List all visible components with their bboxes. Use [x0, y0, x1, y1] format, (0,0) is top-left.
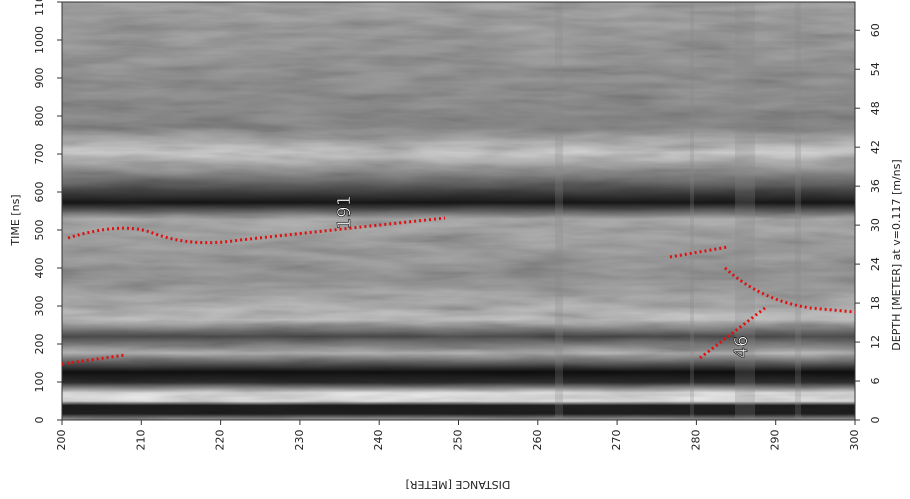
x-tick-label: 240	[372, 430, 385, 451]
y-tick-label: 600	[33, 182, 46, 203]
y2-axis-label: DEPTH [METER] at v=0.117 [m/ns]	[890, 159, 903, 350]
y2-tick-label: 42	[869, 140, 882, 154]
y2-tick-label: 36	[869, 179, 882, 193]
x-tick-label: 220	[214, 430, 227, 451]
y2-tick-label: 60	[869, 23, 882, 37]
x-tick-label: 300	[848, 430, 861, 451]
y-tick-label: 700	[33, 144, 46, 165]
y2-tick-label: 48	[869, 101, 882, 115]
trace-stripe	[795, 2, 801, 420]
x-axis-label: DISTANCE [METER]	[406, 478, 511, 491]
x-tick-label: 260	[531, 430, 544, 451]
y-tick-label: 300	[33, 296, 46, 317]
x-tick-label: 200	[55, 430, 68, 451]
x-tick-label: 290	[769, 430, 782, 451]
radargram-image	[61, 1, 856, 421]
y2-tick-label: 30	[869, 218, 882, 232]
y2-tick-label: 0	[869, 417, 882, 424]
radar-texture	[62, 2, 855, 420]
y-tick-label: 200	[33, 334, 46, 355]
y2-tick-label: 12	[869, 335, 882, 349]
y-axis-label: TIME [ns]	[9, 194, 22, 246]
x-tick-label: 210	[134, 430, 147, 451]
y2-tick-label: 6	[869, 378, 882, 385]
x-tick-label: 280	[689, 430, 702, 451]
y-tick-label: 400	[33, 258, 46, 279]
y2-tick-label: 54	[869, 62, 882, 76]
y-tick-label: 1000	[33, 26, 46, 54]
y-tick-label: 0	[33, 417, 46, 424]
trace-stripe	[690, 2, 694, 420]
y-tick-label: 800	[33, 106, 46, 127]
x-tick-label: 250	[452, 430, 465, 451]
y-tick-label: 100	[33, 372, 46, 393]
annotation: 46	[731, 336, 752, 359]
trace-stripe	[735, 2, 755, 420]
y-tick-label: 1100	[33, 0, 46, 16]
y-tick-label: 900	[33, 68, 46, 89]
annotation: 191	[334, 195, 355, 229]
y2-tick-label: 18	[869, 296, 882, 310]
x-tick-label: 270	[610, 430, 623, 451]
y2-tick-label: 24	[869, 257, 882, 271]
y-tick-label: 500	[33, 220, 46, 241]
interpretation-lines	[61, 216, 856, 366]
trace-stripe	[555, 2, 563, 420]
x-tick-label: 230	[293, 430, 306, 451]
